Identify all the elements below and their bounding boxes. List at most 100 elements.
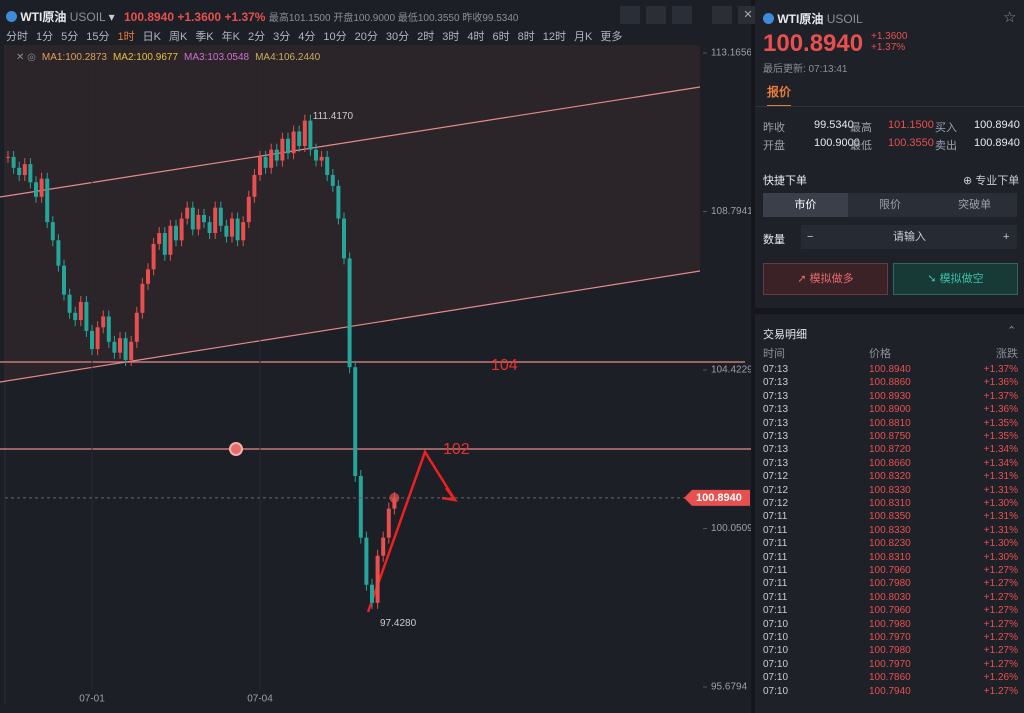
- trade-price: 100.8310: [869, 498, 911, 509]
- interval[interactable]: 10分: [323, 31, 347, 43]
- trade-time: 07:13: [763, 404, 789, 416]
- interval[interactable]: 4分: [298, 31, 316, 43]
- candle-body: [106, 316, 111, 342]
- interval[interactable]: 1分: [36, 31, 54, 43]
- tab[interactable]: 报价: [767, 83, 792, 107]
- order-tab[interactable]: 市价: [763, 193, 848, 217]
- candle-body: [224, 225, 229, 237]
- buy-button[interactable]: ➚ 模拟做多: [763, 263, 888, 295]
- minus[interactable]: −: [807, 231, 814, 243]
- interval[interactable]: 3时: [442, 31, 460, 43]
- code: USOIL: [826, 12, 863, 26]
- ma-label: MA4:106.2440: [255, 52, 321, 63]
- pro-order-text: 专业下单: [975, 175, 1020, 187]
- candle-body: [336, 185, 341, 219]
- collapse[interactable]: ⌃: [1007, 325, 1017, 337]
- candle-body: [118, 338, 122, 353]
- interval[interactable]: 日K: [142, 31, 161, 43]
- trade-change: +1.27%: [983, 645, 1018, 657]
- interval[interactable]: 2时: [417, 31, 435, 43]
- trade-time: 07:13: [763, 417, 789, 429]
- panel-change-pct: +1.37%: [871, 42, 906, 53]
- trade-change: +1.34%: [983, 444, 1018, 456]
- value: 99.5340: [482, 13, 519, 24]
- trade-change: +1.35%: [983, 417, 1018, 429]
- tool-button[interactable]: [672, 6, 692, 24]
- interval[interactable]: 月K: [574, 31, 593, 43]
- price: 100.8940: [123, 10, 175, 24]
- alert-marker[interactable]: [229, 442, 243, 456]
- candle-body: [375, 555, 380, 603]
- candle-body: [151, 243, 156, 270]
- code[interactable]: USOIL: [69, 10, 106, 24]
- trade-price: 100.8930: [869, 390, 911, 402]
- trade-change: +1.27%: [983, 632, 1018, 643]
- interval[interactable]: 12时: [542, 31, 566, 43]
- trade-price: 100.8750: [869, 431, 911, 442]
- interval[interactable]: 4时: [467, 31, 485, 43]
- qty-input[interactable]: − 请输入 +: [801, 225, 1017, 249]
- interval[interactable]: 分时: [6, 31, 28, 43]
- interval[interactable]: 3分: [273, 31, 291, 43]
- quote-value: 100.8940: [974, 137, 1020, 149]
- interval[interactable]: 年K: [221, 31, 240, 43]
- candle-body: [78, 301, 83, 321]
- interval[interactable]: 季K: [195, 31, 214, 43]
- side-panel: WTI原油 USOIL ☆ 100.8940 +1.3600 +1.37% 最后…: [755, 0, 1024, 713]
- trade-change: +1.27%: [983, 565, 1018, 576]
- trade-change: +1.30%: [983, 551, 1018, 563]
- order-tab[interactable]: 限价: [879, 199, 901, 211]
- price-tag: [684, 489, 750, 506]
- candle-body: [235, 218, 240, 241]
- icon: ✕ ◎: [16, 52, 36, 63]
- sell-button[interactable]: ➘ 模拟做空: [893, 263, 1018, 295]
- fullscreen-button[interactable]: [712, 6, 732, 24]
- candle-body: [263, 156, 268, 168]
- interval[interactable]: 2分: [248, 31, 266, 43]
- quote-value: 100.9000: [814, 137, 860, 149]
- trade-change: +1.34%: [983, 457, 1018, 469]
- tool-button[interactable]: [646, 6, 666, 24]
- divider: [755, 308, 1024, 314]
- quote-value: 99.5340: [814, 119, 854, 131]
- interval[interactable]: 8时: [517, 31, 535, 43]
- interval[interactable]: 15分: [86, 31, 110, 43]
- candle-body: [45, 178, 50, 223]
- favorite[interactable]: ☆: [1003, 9, 1017, 26]
- order-tabs: 市价 限价 突破单: [763, 193, 1017, 217]
- trade-change: +1.31%: [983, 511, 1018, 523]
- candle-body: [286, 138, 290, 154]
- sell-text: 模拟做空: [939, 273, 984, 285]
- tool-button[interactable]: [620, 6, 640, 24]
- trade-price: 100.8330: [869, 524, 911, 536]
- trade-time: 07:10: [763, 632, 789, 643]
- buy-text: 模拟做多: [809, 273, 854, 285]
- candle-body: [342, 218, 346, 259]
- candle-body: [258, 156, 262, 176]
- channel-shade: [5, 45, 700, 382]
- candle-body: [274, 149, 279, 161]
- order-tab[interactable]: 突破单: [958, 199, 992, 211]
- candle-body: [308, 120, 313, 150]
- interval[interactable]: 20分: [354, 31, 378, 43]
- plus[interactable]: +: [1003, 231, 1010, 243]
- trade-time: 07:12: [763, 484, 789, 496]
- trade-change: +1.27%: [983, 591, 1018, 603]
- candle-body: [39, 178, 44, 197]
- trade-change: +1.36%: [983, 377, 1018, 389]
- candle-body: [213, 207, 218, 234]
- price-tag-label: 100.8940: [696, 492, 742, 504]
- trade-change: +1.36%: [983, 404, 1018, 416]
- panel-price: 100.8940: [763, 30, 864, 57]
- interval[interactable]: 1时: [117, 31, 135, 43]
- interval[interactable]: 5分: [61, 31, 79, 43]
- interval[interactable]: 更多: [600, 31, 623, 43]
- close-button[interactable]: ✕: [738, 6, 758, 24]
- symbol: WTI原油: [20, 10, 67, 24]
- interval[interactable]: 6时: [492, 31, 510, 43]
- candle-body: [297, 131, 302, 147]
- pro-order[interactable]: ⊕ 专业下单: [963, 175, 1020, 187]
- candle-body: [62, 265, 66, 295]
- interval[interactable]: 周K: [168, 31, 188, 43]
- interval[interactable]: 30分: [385, 31, 410, 43]
